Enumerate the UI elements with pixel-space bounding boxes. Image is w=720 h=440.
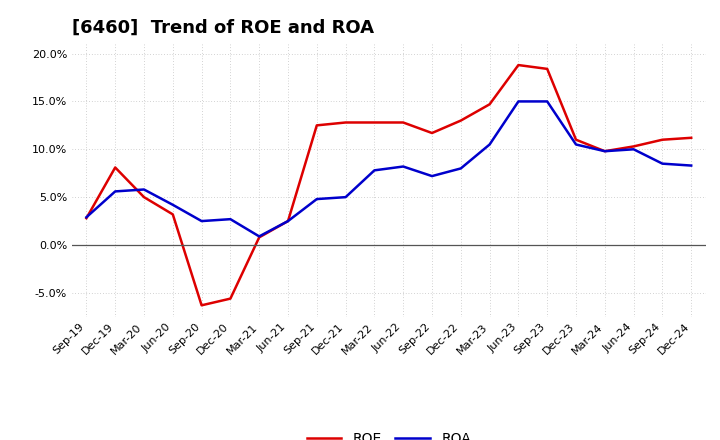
ROE xyxy=(226,296,235,301)
ROE xyxy=(197,303,206,308)
Legend: ROE, ROA: ROE, ROA xyxy=(301,427,477,440)
ROE xyxy=(399,120,408,125)
ROA xyxy=(658,161,667,166)
ROE xyxy=(284,218,292,224)
ROA xyxy=(629,147,638,152)
ROA xyxy=(428,173,436,179)
ROA xyxy=(197,218,206,224)
ROA xyxy=(312,196,321,202)
ROE xyxy=(485,102,494,107)
ROA xyxy=(456,166,465,171)
ROA xyxy=(399,164,408,169)
ROE xyxy=(600,149,609,154)
ROA xyxy=(140,187,148,192)
ROA xyxy=(543,99,552,104)
ROE xyxy=(370,120,379,125)
ROE xyxy=(658,137,667,143)
ROA xyxy=(600,149,609,154)
ROE xyxy=(111,165,120,170)
ROA xyxy=(82,215,91,220)
ROE xyxy=(428,130,436,136)
Line: ROA: ROA xyxy=(86,102,691,236)
ROE xyxy=(341,120,350,125)
ROE xyxy=(140,194,148,200)
ROA xyxy=(514,99,523,104)
Line: ROE: ROE xyxy=(86,65,691,305)
ROE xyxy=(543,66,552,72)
ROA xyxy=(284,218,292,224)
ROA xyxy=(111,189,120,194)
ROA xyxy=(341,194,350,200)
ROE xyxy=(687,135,696,140)
ROE xyxy=(514,62,523,68)
ROA xyxy=(226,216,235,222)
Text: [6460]  Trend of ROE and ROA: [6460] Trend of ROE and ROA xyxy=(72,19,374,37)
ROA xyxy=(687,163,696,168)
ROE xyxy=(572,137,580,143)
ROE xyxy=(82,216,91,221)
ROA xyxy=(572,142,580,147)
ROA xyxy=(255,234,264,239)
ROA xyxy=(370,168,379,173)
ROE xyxy=(629,144,638,149)
ROA xyxy=(485,142,494,147)
ROA xyxy=(168,202,177,207)
ROE xyxy=(456,118,465,123)
ROE xyxy=(255,235,264,240)
ROE xyxy=(168,212,177,217)
ROE xyxy=(312,123,321,128)
